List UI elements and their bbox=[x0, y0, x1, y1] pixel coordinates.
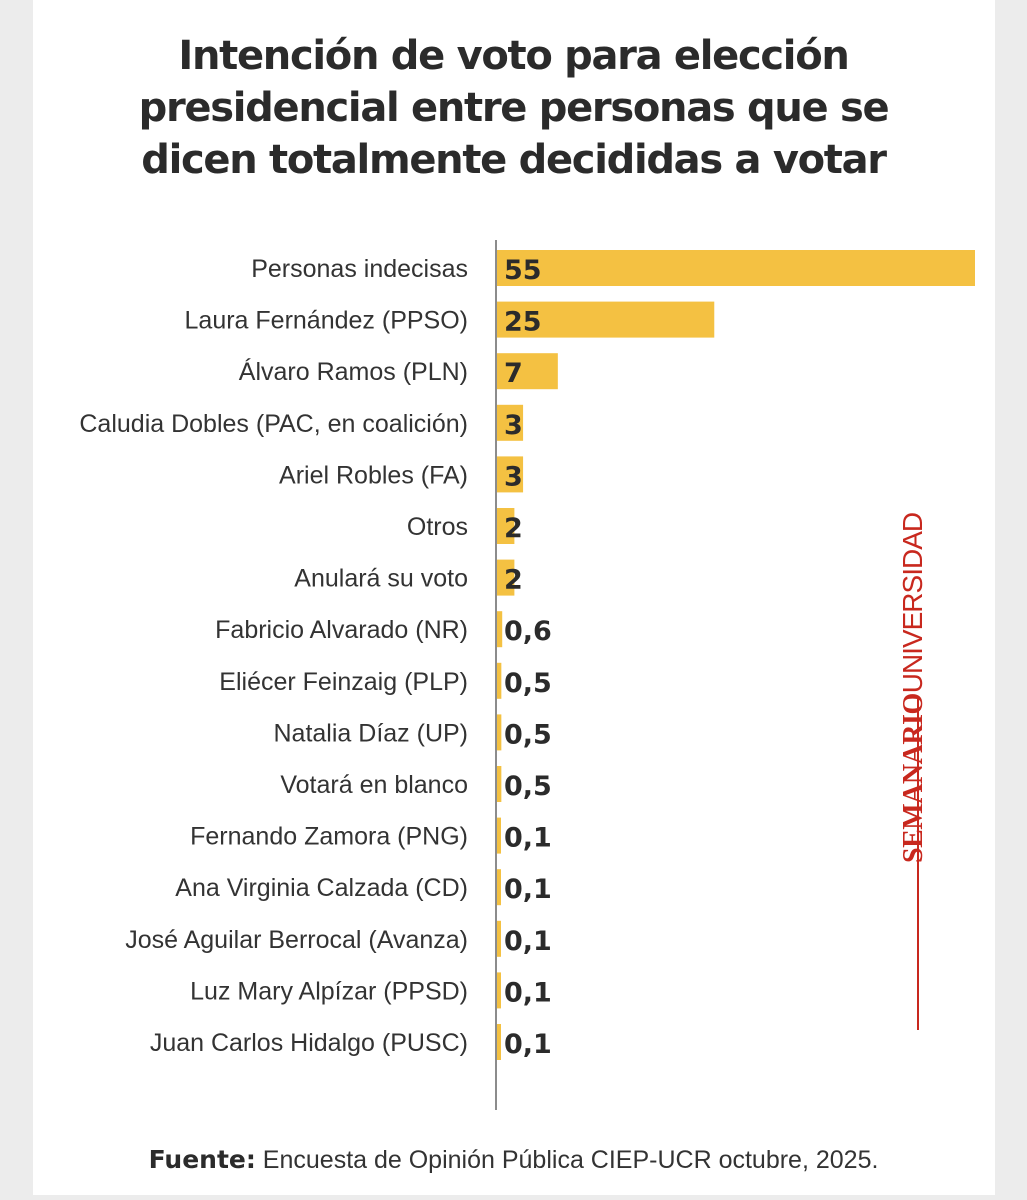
category-label: Luz Mary Alpízar (PPSD) bbox=[190, 977, 468, 1005]
value-label: 0,1 bbox=[504, 1029, 552, 1060]
bar bbox=[497, 611, 503, 648]
bar bbox=[497, 662, 502, 699]
value-label: 0,5 bbox=[504, 719, 552, 750]
bar bbox=[497, 559, 515, 596]
bar bbox=[497, 353, 558, 390]
category-label: Ariel Robles (FA) bbox=[279, 461, 468, 489]
chart-title-line: presidencial entre personas que se bbox=[138, 85, 890, 131]
bar bbox=[497, 920, 501, 957]
bar bbox=[497, 766, 502, 802]
category-label: Álvaro Ramos (PLN) bbox=[239, 357, 468, 386]
bar bbox=[497, 301, 715, 338]
bar bbox=[497, 714, 502, 751]
value-label: 0,5 bbox=[504, 771, 552, 802]
category-label: Votará en blanco bbox=[280, 771, 468, 799]
category-label: Juan Carlos Hidalgo (PUSC) bbox=[150, 1029, 468, 1057]
category-label: Anulará su voto bbox=[294, 565, 468, 593]
value-label: 3 bbox=[504, 461, 523, 492]
source-note: Fuente: Encuesta de Opinión Pública CIEP… bbox=[0, 1145, 1027, 1175]
category-label: Fabricio Alvarado (NR) bbox=[215, 616, 468, 644]
category-label: Eliécer Feinzaig (PLP) bbox=[219, 668, 468, 696]
value-label: 2 bbox=[504, 513, 523, 544]
bar bbox=[497, 817, 501, 854]
value-label: 7 bbox=[504, 358, 523, 389]
value-label: 25 bbox=[504, 307, 542, 338]
brand-part-semanario: SEMANARIO bbox=[898, 693, 929, 863]
brand-divider bbox=[917, 697, 919, 1030]
bar bbox=[497, 869, 501, 906]
chart-title-line: Intención de voto para elección bbox=[178, 33, 850, 79]
bar bbox=[497, 456, 524, 493]
value-label: 3 bbox=[504, 410, 523, 441]
source-text: Encuesta de Opinión Pública CIEP-UCR oct… bbox=[255, 1146, 879, 1174]
category-label: Laura Fernández (PPSO) bbox=[185, 307, 468, 335]
category-label: Ana Virginia Calzada (CD) bbox=[175, 874, 468, 902]
value-label: 55 bbox=[504, 255, 542, 286]
value-label: 0,1 bbox=[504, 823, 552, 854]
bar bbox=[497, 404, 524, 441]
category-label: Personas indecisas bbox=[251, 255, 468, 283]
category-label: José Aguilar Berrocal (Avanza) bbox=[125, 926, 468, 954]
bar bbox=[497, 508, 515, 544]
value-label: 0,6 bbox=[504, 616, 552, 647]
category-label: Fernando Zamora (PNG) bbox=[190, 823, 468, 851]
category-label: Caludia Dobles (PAC, en coalición) bbox=[79, 410, 468, 438]
value-label: 0,1 bbox=[504, 926, 552, 957]
category-label: Natalia Díaz (UP) bbox=[274, 719, 469, 747]
bar bbox=[497, 1024, 501, 1060]
value-label: 0,1 bbox=[504, 874, 552, 905]
source-label: Fuente: bbox=[148, 1145, 256, 1174]
chart-title: Intención de voto para elección presiden… bbox=[0, 30, 1027, 186]
bar bbox=[497, 972, 501, 1009]
brand-part-universidad: UNIVERSIDAD bbox=[897, 512, 928, 694]
value-label: 0,1 bbox=[504, 977, 552, 1008]
value-label: 0,5 bbox=[504, 668, 552, 699]
category-label: Otros bbox=[407, 513, 468, 541]
value-label: 2 bbox=[504, 565, 523, 596]
semanario-universidad-logo: SEMANARIOUNIVERSIDAD bbox=[897, 512, 929, 863]
bar bbox=[497, 250, 975, 286]
infographic-card bbox=[33, 0, 995, 1195]
chart-title-line: dicen totalmente decididas a votar bbox=[141, 137, 887, 183]
